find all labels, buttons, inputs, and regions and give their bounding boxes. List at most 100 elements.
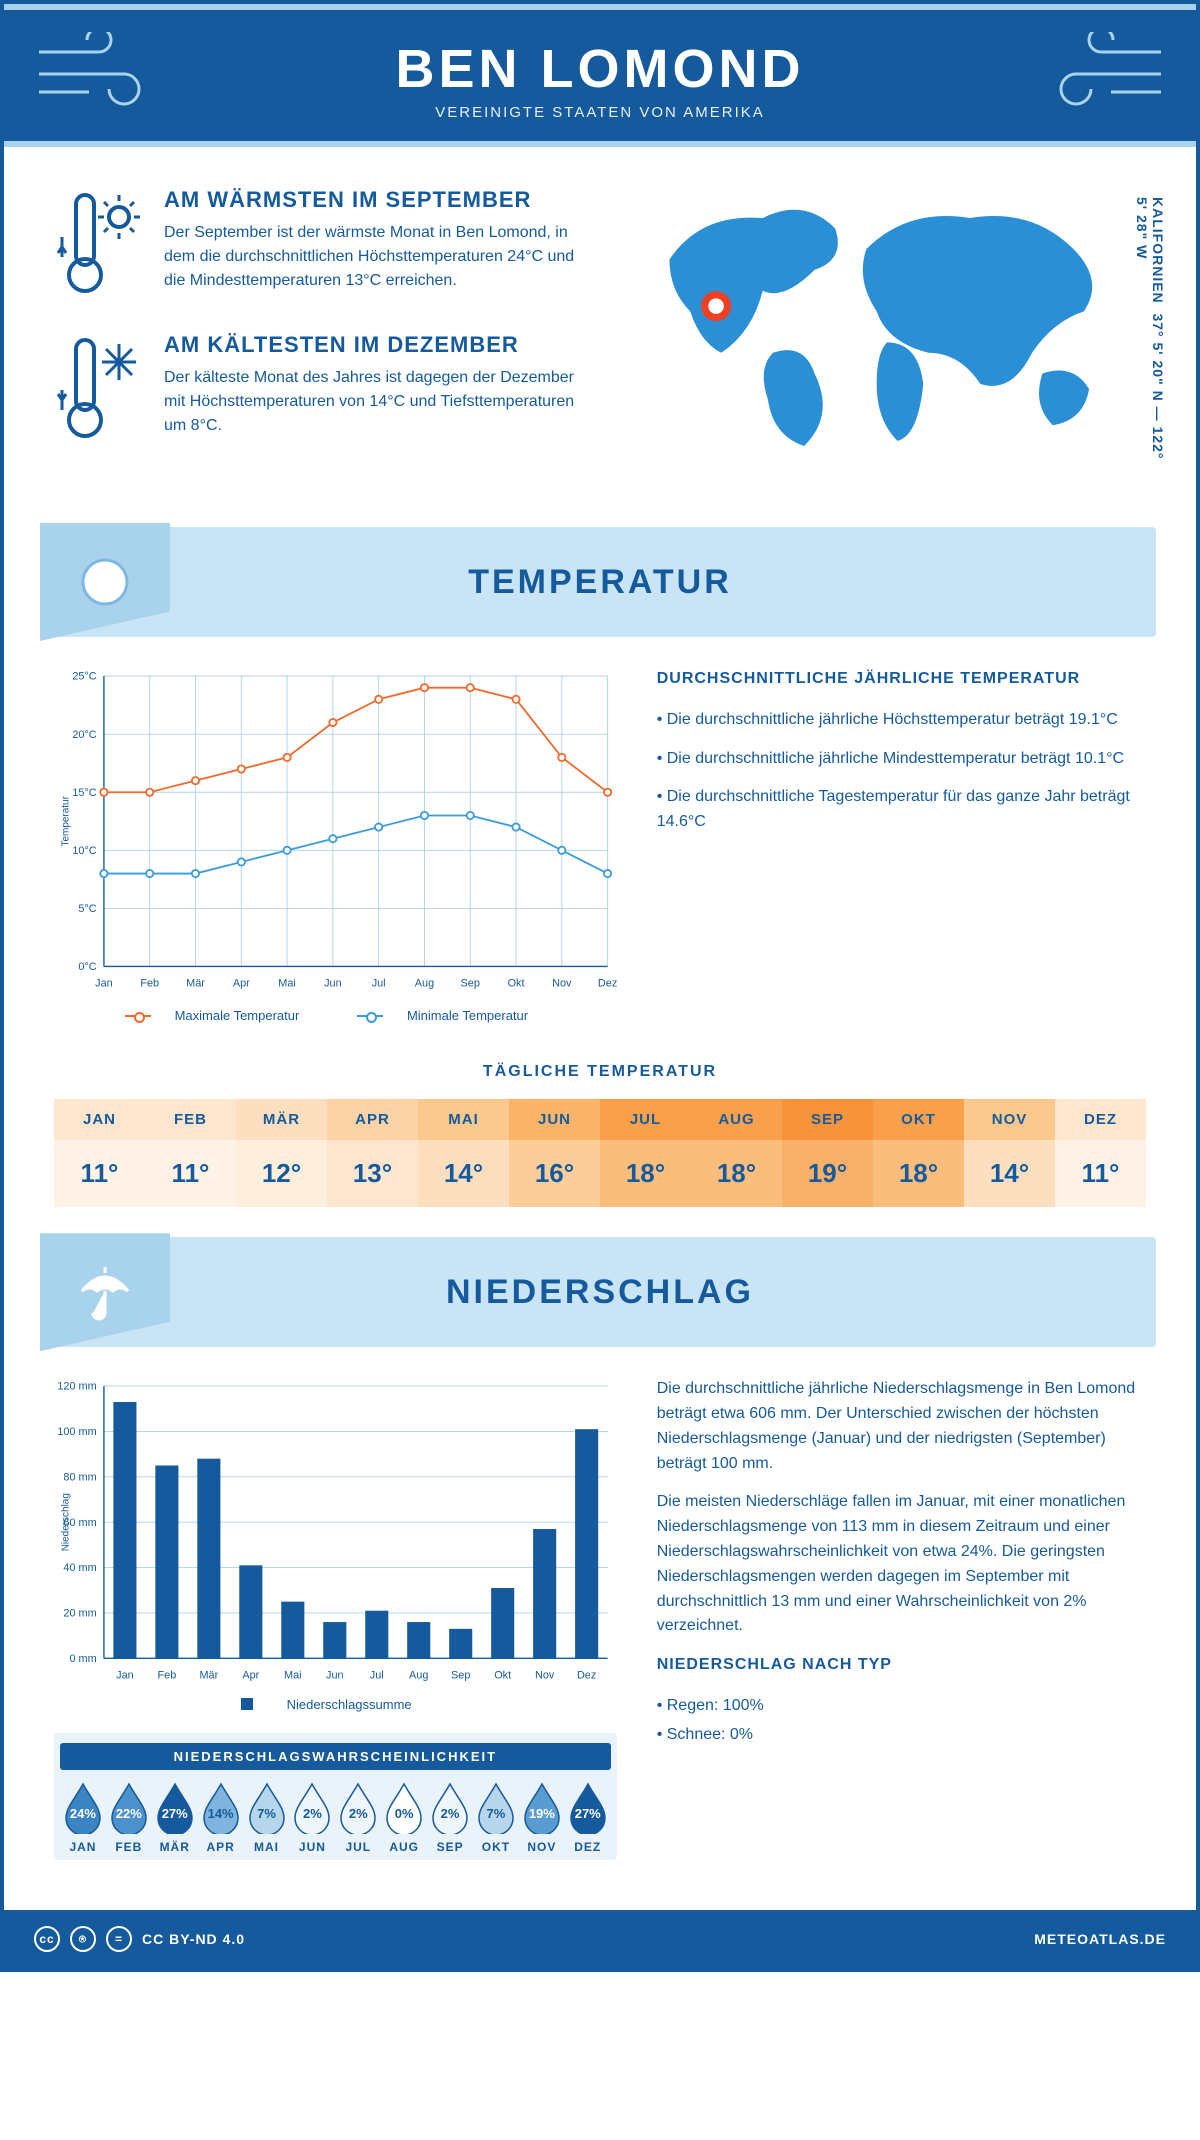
prob-cell: 7% MAI	[244, 1782, 290, 1854]
raindrop-icon: 7%	[246, 1782, 288, 1834]
cc-by-icon: ⍟	[70, 1926, 96, 1952]
section-header-precip: NIEDERSCHLAG	[44, 1237, 1156, 1347]
svg-text:Feb: Feb	[158, 1670, 177, 1682]
svg-text:0 mm: 0 mm	[69, 1653, 96, 1665]
raindrop-icon: 22%	[108, 1782, 150, 1834]
temperature-summary: DURCHSCHNITTLICHE JÄHRLICHE TEMPERATUR •…	[657, 667, 1146, 1023]
sun-icon	[40, 523, 170, 641]
site-name: METEOATLAS.DE	[1034, 1931, 1166, 1947]
footer: cc ⍟ = CC BY-ND 4.0 METEOATLAS.DE	[4, 1910, 1196, 1968]
facts-column: AM WÄRMSTEN IM SEPTEMBER Der September i…	[54, 187, 598, 477]
fact-coldest: AM KÄLTESTEN IM DEZEMBER Der kälteste Mo…	[54, 332, 598, 447]
svg-text:Jan: Jan	[116, 1670, 134, 1682]
cc-nd-icon: =	[106, 1926, 132, 1952]
world-map-icon	[628, 187, 1146, 461]
raindrop-icon: 24%	[62, 1782, 104, 1834]
svg-text:10°C: 10°C	[72, 845, 96, 857]
svg-text:Feb: Feb	[140, 977, 159, 989]
precip-summary: Die durchschnittliche jährliche Niedersc…	[657, 1377, 1146, 1860]
month-cell: JUN16°	[509, 1099, 600, 1207]
svg-text:120 mm: 120 mm	[57, 1381, 96, 1393]
svg-text:Jul: Jul	[370, 1670, 384, 1682]
svg-text:Mai: Mai	[284, 1670, 302, 1682]
svg-text:Mär: Mär	[186, 977, 205, 989]
svg-text:Okt: Okt	[508, 977, 525, 989]
prob-cell: 24% JAN	[60, 1782, 106, 1854]
svg-text:Aug: Aug	[409, 1670, 428, 1682]
raindrop-icon: 19%	[521, 1782, 563, 1834]
section-header-temperature: TEMPERATUR	[44, 527, 1156, 637]
summary-bullet: • Die durchschnittliche jährliche Höchst…	[657, 708, 1146, 733]
svg-text:Dez: Dez	[598, 977, 617, 989]
svg-text:5°C: 5°C	[78, 903, 96, 915]
precip-bar-chart: 0 mm20 mm40 mm60 mm80 mm100 mm120 mmJanF…	[54, 1377, 617, 1713]
precip-text: Die meisten Niederschläge fallen im Janu…	[657, 1490, 1146, 1639]
month-cell: OKT18°	[873, 1099, 964, 1207]
svg-text:20°C: 20°C	[72, 729, 96, 741]
raindrop-icon: 7%	[475, 1782, 517, 1834]
precip-column: 0 mm20 mm40 mm60 mm80 mm100 mm120 mmJanF…	[54, 1377, 617, 1860]
svg-text:Sep: Sep	[451, 1670, 470, 1682]
fact-coldest-body: Der kälteste Monat des Jahres ist dagege…	[164, 366, 598, 438]
svg-text:Apr: Apr	[233, 977, 250, 989]
svg-text:Jun: Jun	[326, 1670, 344, 1682]
summary-bullet: • Die durchschnittliche jährliche Mindes…	[657, 747, 1146, 772]
svg-text:15°C: 15°C	[72, 787, 96, 799]
prob-cell: 19% NOV	[519, 1782, 565, 1854]
precip-type-bullet: • Schnee: 0%	[657, 1723, 1146, 1748]
svg-text:Jan: Jan	[95, 977, 113, 989]
svg-text:40 mm: 40 mm	[63, 1562, 96, 1574]
raindrop-icon: 2%	[337, 1782, 379, 1834]
prob-cell: 27% MÄR	[152, 1782, 198, 1854]
raindrop-icon: 27%	[154, 1782, 196, 1834]
month-cell: APR13°	[327, 1099, 418, 1207]
month-cell: JAN11°	[54, 1099, 145, 1207]
month-cell: MÄR12°	[236, 1099, 327, 1207]
temperature-line-chart: 0°C5°C10°C15°C20°C25°CJanFebMärAprMaiJun…	[54, 667, 617, 1023]
fact-warmest-title: AM WÄRMSTEN IM SEPTEMBER	[164, 187, 598, 213]
prob-title: NIEDERSCHLAGSWAHRSCHEINLICHKEIT	[60, 1743, 611, 1770]
raindrop-icon: 14%	[200, 1782, 242, 1834]
svg-text:Dez: Dez	[577, 1670, 596, 1682]
temperature-legend: Maximale Temperatur Minimale Temperatur	[54, 1005, 617, 1024]
license-text: CC BY-ND 4.0	[142, 1931, 245, 1947]
umbrella-icon	[40, 1233, 170, 1351]
precip-text: Die durchschnittliche jährliche Niedersc…	[657, 1377, 1146, 1476]
summary-bullet: • Die durchschnittliche Tagestemperatur …	[657, 785, 1146, 835]
prob-cell: 0% AUG	[381, 1782, 427, 1854]
month-cell: DEZ11°	[1055, 1099, 1146, 1207]
prob-cell: 14% APR	[198, 1782, 244, 1854]
header-banner: BEN LOMOND VEREINIGTE STAATEN VON AMERIK…	[4, 10, 1196, 141]
daily-temp-title: TÄGLICHE TEMPERATUR	[4, 1063, 1196, 1081]
fact-coldest-title: AM KÄLTESTEN IM DEZEMBER	[164, 332, 598, 358]
prob-cell: 22% FEB	[106, 1782, 152, 1854]
intro-section: AM WÄRMSTEN IM SEPTEMBER Der September i…	[4, 147, 1196, 507]
section-title: TEMPERATUR	[468, 563, 732, 602]
daily-temp-table: JAN11°FEB11°MÄR12°APR13°MAI14°JUN16°JUL1…	[54, 1099, 1146, 1207]
precip-legend: Niederschlagssumme	[54, 1697, 617, 1714]
svg-text:Mai: Mai	[278, 977, 296, 989]
license-block: cc ⍟ = CC BY-ND 4.0	[34, 1926, 245, 1952]
svg-text:0°C: 0°C	[78, 961, 96, 973]
svg-text:Jul: Jul	[372, 977, 386, 989]
precip-row: 0 mm20 mm40 mm60 mm80 mm100 mm120 mmJanF…	[4, 1377, 1196, 1870]
prob-cell: 2% SEP	[427, 1782, 473, 1854]
month-cell: MAI14°	[418, 1099, 509, 1207]
prob-cell: 2% JUL	[335, 1782, 381, 1854]
wind-icon	[34, 32, 164, 112]
svg-text:Mär: Mär	[199, 1670, 218, 1682]
prob-cell: 2% JUN	[289, 1782, 335, 1854]
map-column: KALIFORNIEN 37° 5' 20" N — 122° 5' 28" W	[628, 187, 1146, 477]
svg-text:Apr: Apr	[242, 1670, 259, 1682]
month-cell: SEP19°	[782, 1099, 873, 1207]
svg-text:Okt: Okt	[494, 1670, 511, 1682]
svg-text:20 mm: 20 mm	[63, 1608, 96, 1620]
precip-probability-strip: NIEDERSCHLAGSWAHRSCHEINLICHKEIT 24% JAN …	[54, 1733, 617, 1860]
fact-warmest: AM WÄRMSTEN IM SEPTEMBER Der September i…	[54, 187, 598, 302]
temperature-row: 0°C5°C10°C15°C20°C25°CJanFebMärAprMaiJun…	[4, 667, 1196, 1033]
page: BEN LOMOND VEREINIGTE STAATEN VON AMERIK…	[0, 0, 1200, 1972]
month-cell: JUL18°	[600, 1099, 691, 1207]
thermometer-hot-icon	[54, 187, 144, 302]
fact-warmest-body: Der September ist der wärmste Monat in B…	[164, 221, 598, 293]
prob-cell: 7% OKT	[473, 1782, 519, 1854]
